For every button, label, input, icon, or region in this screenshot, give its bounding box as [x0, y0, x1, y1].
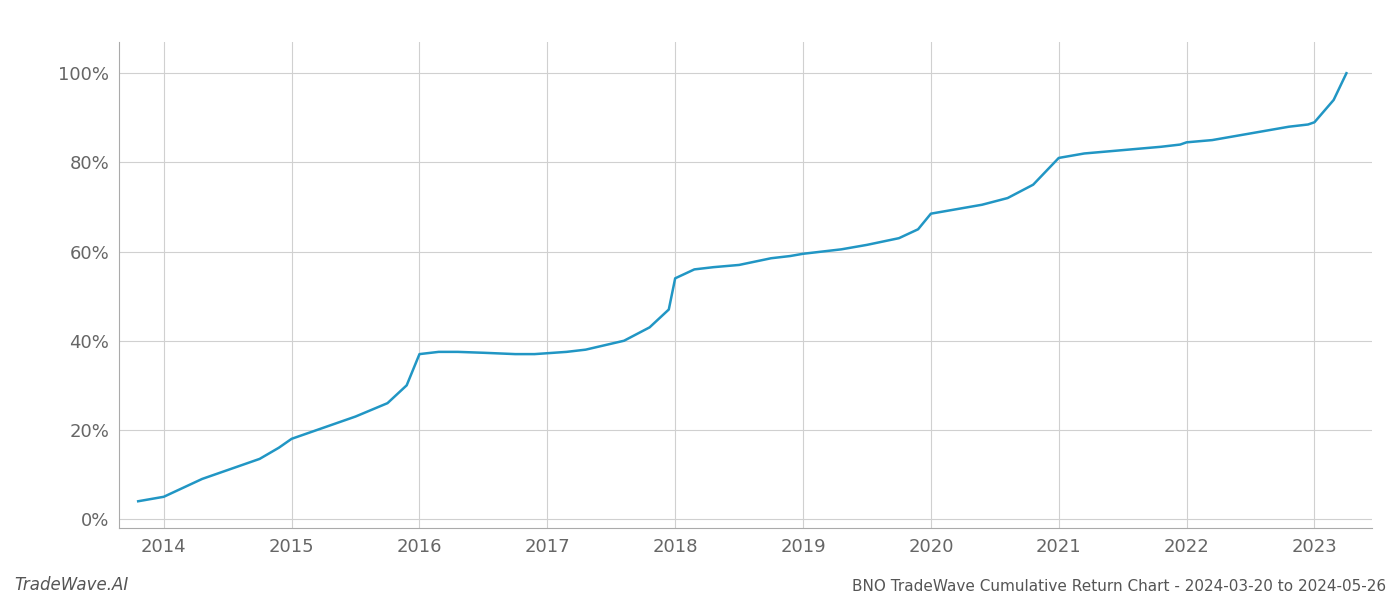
Text: BNO TradeWave Cumulative Return Chart - 2024-03-20 to 2024-05-26: BNO TradeWave Cumulative Return Chart - … — [851, 579, 1386, 594]
Text: TradeWave.AI: TradeWave.AI — [14, 576, 129, 594]
